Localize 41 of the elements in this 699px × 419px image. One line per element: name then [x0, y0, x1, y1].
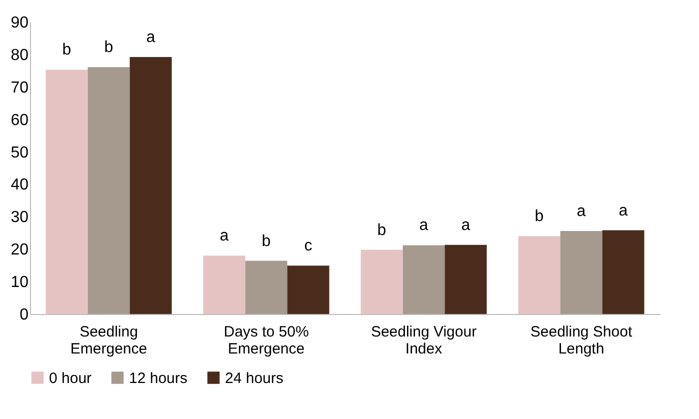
data-label: a — [576, 202, 586, 220]
bar — [245, 260, 288, 314]
data-label: b — [62, 42, 72, 59]
y-tick-label: 20 — [10, 242, 29, 259]
legend-label: 12 hours — [129, 370, 188, 387]
y-tick-label: 60 — [10, 112, 29, 129]
y-tick-label: 10 — [10, 274, 29, 292]
bar — [444, 244, 487, 314]
bar — [130, 57, 172, 314]
y-tick-label: 70 — [10, 79, 29, 96]
y-tick-label: 40 — [10, 176, 29, 194]
data-label: b — [377, 222, 386, 239]
bar — [88, 67, 130, 314]
y-tick-label: 90 — [10, 14, 29, 32]
y-tick-label: 0 — [20, 306, 29, 324]
legend-label: 24 hours — [225, 370, 284, 387]
data-label: b — [262, 232, 271, 250]
legend-label: 0 hour — [49, 370, 92, 387]
x-tick-label: Seedling Shoot Length — [530, 324, 633, 358]
bar — [287, 266, 330, 314]
data-label: b — [534, 208, 544, 226]
y-tick-label: 30 — [10, 209, 29, 226]
x-tick-label: Seedling Vigour Index — [370, 324, 477, 358]
data-label: c — [304, 238, 312, 255]
y-tick-label: 80 — [10, 46, 29, 64]
bar — [602, 230, 644, 314]
data-label: a — [146, 29, 156, 46]
bar — [203, 256, 246, 314]
bar — [518, 236, 560, 314]
data-label: b — [104, 39, 114, 56]
y-tick-label: 50 — [10, 144, 29, 162]
data-label: a — [419, 217, 428, 234]
data-label: a — [618, 202, 628, 220]
x-tick-label: Days to 50% Emergence — [224, 324, 309, 358]
data-label: a — [220, 228, 229, 245]
data-label: a — [461, 216, 470, 234]
bar — [46, 70, 88, 314]
x-tick-label: Seedling Emergence — [70, 324, 148, 358]
bar — [360, 250, 403, 314]
bar — [560, 230, 602, 314]
bar — [402, 245, 445, 314]
